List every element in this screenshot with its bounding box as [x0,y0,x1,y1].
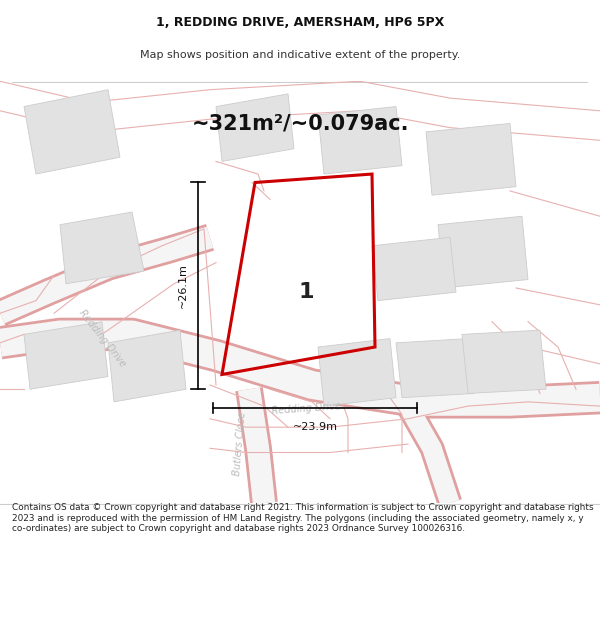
Text: Map shows position and indicative extent of the property.: Map shows position and indicative extent… [140,50,460,60]
Text: Redding Drive: Redding Drive [271,401,341,416]
Polygon shape [318,106,402,174]
Polygon shape [426,123,516,195]
Polygon shape [438,216,528,288]
Text: Butlers Close: Butlers Close [232,411,248,477]
Polygon shape [108,330,186,402]
Text: Contains OS data © Crown copyright and database right 2021. This information is : Contains OS data © Crown copyright and d… [12,503,593,533]
Text: ~26.1m: ~26.1m [178,263,188,308]
Text: 1: 1 [298,282,314,302]
Polygon shape [24,89,120,174]
Polygon shape [318,339,396,406]
Polygon shape [60,212,144,284]
Polygon shape [372,238,456,301]
Polygon shape [24,322,108,389]
Text: ~23.9m: ~23.9m [292,422,337,432]
Polygon shape [396,339,474,398]
Text: Redding Drive: Redding Drive [77,308,127,369]
Polygon shape [462,330,546,394]
Polygon shape [216,94,294,161]
Text: ~321m²/~0.079ac.: ~321m²/~0.079ac. [191,113,409,133]
Text: 1, REDDING DRIVE, AMERSHAM, HP6 5PX: 1, REDDING DRIVE, AMERSHAM, HP6 5PX [156,16,444,29]
